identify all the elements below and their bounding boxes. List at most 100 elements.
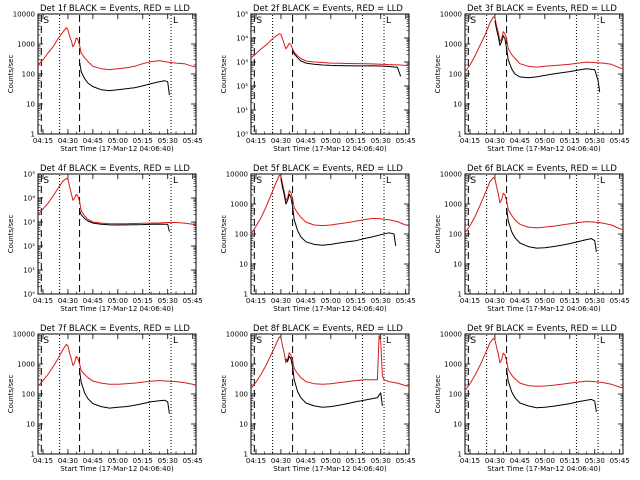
lld-series-line xyxy=(464,177,624,234)
start-marker-label: S xyxy=(256,336,262,346)
y-tick-label: 100 xyxy=(22,71,35,79)
y-tick-label: 1 xyxy=(458,291,462,299)
x-tick-label: 04:30 xyxy=(485,137,505,145)
x-axis-label: Start Time (17-Mar-12 04:06:40) xyxy=(273,465,387,473)
y-tick-label: 10¹ xyxy=(236,107,248,115)
x-tick-label: 04:45 xyxy=(296,137,316,145)
start-marker-label: S xyxy=(43,336,49,346)
y-tick-label: 100 xyxy=(449,231,462,239)
x-tick-label: 05:15 xyxy=(560,457,580,465)
x-axis-label: Start Time (17-Mar-12 04:06:40) xyxy=(60,145,174,153)
start-marker-label: S xyxy=(43,16,49,26)
plot-frame xyxy=(37,173,197,295)
end-marker-label: L xyxy=(173,16,178,26)
y-tick-label: 10 xyxy=(239,421,248,429)
end-marker-label: L xyxy=(600,336,605,346)
y-tick-label: 10000 xyxy=(440,11,462,19)
x-tick-label: 05:45 xyxy=(610,457,630,465)
x-tick-label: 05:30 xyxy=(158,457,178,465)
y-tick-label: 1 xyxy=(244,291,248,299)
lld-series-line xyxy=(37,178,197,226)
x-tick-label: 05:00 xyxy=(108,297,128,305)
plot-frame xyxy=(250,333,410,455)
end-marker-label: L xyxy=(386,336,391,346)
y-axis-label: Counts/sec xyxy=(7,55,15,94)
x-tick-label: 04:15 xyxy=(33,137,53,145)
panel-title: Det 4f BLACK = Events, RED = LLD xyxy=(40,164,190,174)
x-tick-label: 04:15 xyxy=(460,457,480,465)
lld-series-line xyxy=(250,334,410,390)
panel-title: Det 2f BLACK = Events, RED = LLD xyxy=(253,4,403,14)
panel-det-5f: Det 5f BLACK = Events, RED = LLD 1 10 100 10… xyxy=(220,164,416,313)
x-tick-label: 04:45 xyxy=(83,297,103,305)
x-tick-label: 05:15 xyxy=(133,457,153,465)
lld-series-line xyxy=(464,338,624,391)
x-tick-label: 05:15 xyxy=(133,137,153,145)
start-marker-label: S xyxy=(470,176,476,186)
y-tick-label: 1000 xyxy=(230,361,248,369)
events-series-line xyxy=(494,20,601,93)
y-tick-label: 1000 xyxy=(230,201,248,209)
x-tick-label: 05:45 xyxy=(183,457,203,465)
y-tick-label: 10³ xyxy=(23,219,35,227)
lld-series-line xyxy=(37,27,197,71)
x-tick-label: 05:15 xyxy=(560,137,580,145)
y-tick-label: 1000 xyxy=(444,361,462,369)
start-marker-label: S xyxy=(256,16,262,26)
events-series-line xyxy=(79,370,170,414)
x-tick-label: 05:30 xyxy=(371,137,391,145)
x-tick-label: 04:30 xyxy=(58,137,78,145)
lld-series-line xyxy=(464,16,624,72)
end-marker-label: L xyxy=(173,176,178,186)
y-tick-label: 10000 xyxy=(440,171,462,179)
x-tick-label: 04:30 xyxy=(271,297,291,305)
end-marker-label: L xyxy=(173,336,178,346)
x-tick-label: 05:45 xyxy=(396,297,416,305)
panel-det-2f: Det 2f BLACK = Events, RED = LLD 10⁰ 10¹ 10… xyxy=(220,4,416,153)
x-tick-label: 04:15 xyxy=(33,297,53,305)
plot-frame xyxy=(464,13,624,135)
panel-title: Det 3f BLACK = Events, RED = LLD xyxy=(467,4,617,14)
x-axis-label: Start Time (17-Mar-12 04:06:40) xyxy=(273,305,387,313)
end-marker-label: L xyxy=(600,176,605,186)
x-tick-label: 04:15 xyxy=(33,457,53,465)
x-tick-label: 05:00 xyxy=(321,457,341,465)
events-series-line xyxy=(280,178,397,246)
x-tick-label: 04:45 xyxy=(510,297,530,305)
x-axis-label: Start Time (17-Mar-12 04:06:40) xyxy=(487,465,601,473)
y-tick-label: 10⁰ xyxy=(236,131,248,139)
events-series-line xyxy=(506,208,597,253)
x-tick-label: 05:45 xyxy=(396,137,416,145)
x-axis-label: Start Time (17-Mar-12 04:06:40) xyxy=(487,145,601,153)
plot-frame xyxy=(464,173,624,295)
x-tick-label: 05:15 xyxy=(346,137,366,145)
y-tick-label: 1 xyxy=(458,451,462,459)
x-tick-label: 04:30 xyxy=(271,137,291,145)
y-tick-label: 1 xyxy=(31,131,35,139)
x-tick-label: 05:30 xyxy=(585,297,605,305)
panel-title: Det 1f BLACK = Events, RED = LLD xyxy=(40,4,190,14)
events-series-line xyxy=(79,210,170,232)
end-marker-label: L xyxy=(600,16,605,26)
x-tick-label: 04:15 xyxy=(460,297,480,305)
plot-frame xyxy=(250,13,410,135)
x-tick-label: 04:30 xyxy=(271,457,291,465)
x-tick-label: 04:30 xyxy=(58,297,78,305)
y-tick-label: 10 xyxy=(453,101,462,109)
y-tick-label: 10⁴ xyxy=(23,195,35,203)
y-axis-label: Counts/sec xyxy=(434,215,442,254)
start-marker-label: S xyxy=(256,176,262,186)
x-tick-label: 05:00 xyxy=(321,137,341,145)
y-axis-label: Counts/sec xyxy=(7,375,15,414)
y-tick-label: 10 xyxy=(26,421,35,429)
y-axis-label: Counts/sec xyxy=(7,215,15,254)
panel-det-1f: Det 1f BLACK = Events, RED = LLD 1 10 100 10… xyxy=(7,4,203,153)
x-tick-label: 04:45 xyxy=(296,297,316,305)
panel-det-6f: Det 6f BLACK = Events, RED = LLD 1 10 100 10… xyxy=(434,164,630,313)
x-tick-label: 05:30 xyxy=(371,457,391,465)
lld-series-line xyxy=(250,33,410,67)
y-tick-label: 100 xyxy=(235,391,248,399)
y-tick-label: 10 xyxy=(453,261,462,269)
x-tick-label: 05:15 xyxy=(560,297,580,305)
y-tick-label: 100 xyxy=(22,391,35,399)
